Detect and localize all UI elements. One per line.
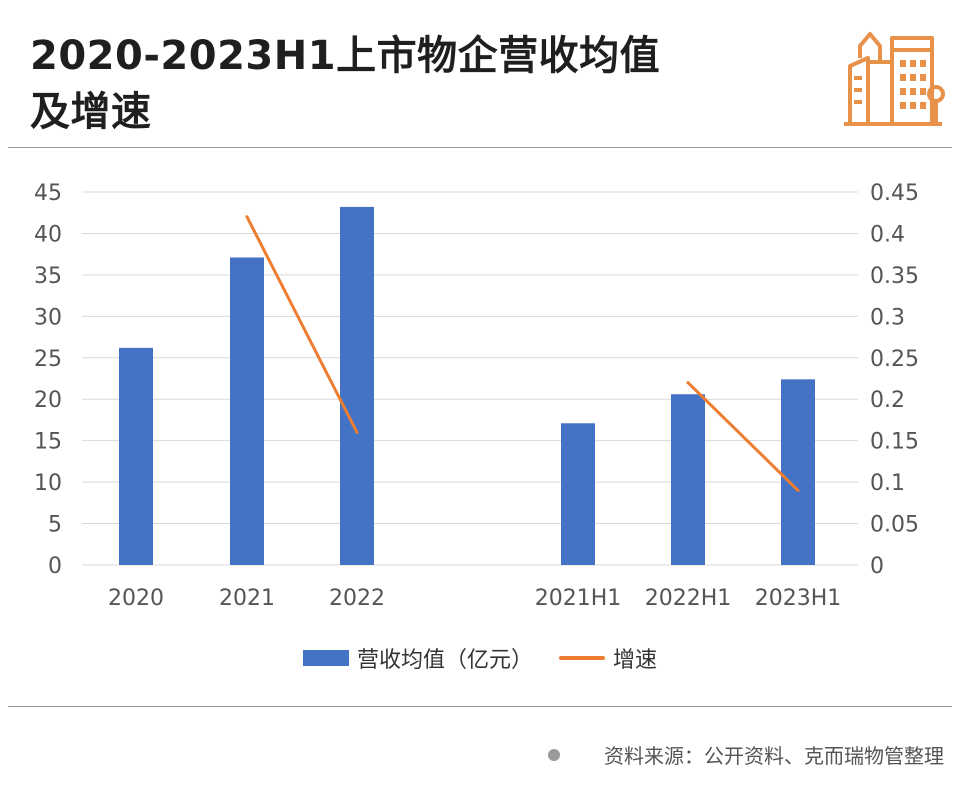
y-right-tick-label: 0.45 (870, 181, 919, 206)
y-right-tick-label: 0.35 (870, 264, 919, 289)
source-text: 资料来源：公开资料、克而瑞物管整理 (604, 744, 944, 768)
title-line-2: 及增速 (30, 89, 152, 135)
chart-plot: 0 5 10 15 20 25 30 35 40 45 0 0.05 0.1 0.15 0.2 0.25 0.3… (34, 181, 919, 611)
y-left-tick-label: 10 (34, 471, 62, 496)
growth-point (796, 488, 800, 492)
y-left-tick-label: 30 (34, 305, 62, 330)
y-right-tick-label: 0.3 (870, 305, 905, 330)
legend-bar-swatch (302, 650, 349, 666)
legend-item-bar: 营收均值（亿元） (302, 642, 533, 674)
bullet-icon (548, 748, 560, 761)
y-left-tick-label: 20 (34, 388, 62, 413)
bar (340, 206, 374, 566)
growth-line-segment (245, 215, 359, 434)
y-right-tick-label: 0.15 (870, 430, 919, 455)
y-right-tick-label: 0.1 (870, 471, 905, 496)
title-line-1: 2020-2023H1上市物企营收均值 (30, 33, 661, 79)
x-tick-label: 2020 (108, 586, 164, 611)
bar (561, 423, 595, 565)
bar (230, 257, 264, 565)
bar (119, 347, 153, 565)
legend-item-line: 增速 (559, 642, 657, 674)
y-left-tick-label: 35 (34, 264, 62, 289)
y-left-tick-label: 15 (34, 430, 62, 455)
x-tick-label: 2022 (329, 586, 385, 611)
y-left-tick-label: 5 (48, 513, 62, 538)
y-right-tick-label: 0.05 (870, 513, 919, 538)
legend-line-swatch (559, 656, 605, 660)
growth-line-segment (686, 381, 800, 492)
chart-title: 2020-2023H1上市物企营收均值 及增速 (30, 28, 660, 140)
y-right-tick-label: 0.25 (870, 347, 919, 372)
legend: 营收均值（亿元） 增速 (0, 642, 960, 674)
x-tick-label: 2021 (219, 586, 275, 611)
source-note: 资料来源：公开资料、克而瑞物管整理 (548, 740, 944, 769)
top-divider (8, 147, 952, 148)
legend-line-label: 增速 (613, 648, 658, 673)
growth-point (245, 215, 249, 219)
y-left-tick-label: 40 (34, 222, 62, 247)
y-right-tick-label: 0.2 (870, 388, 905, 413)
bar (781, 379, 815, 565)
x-tick-label: 2021H1 (535, 586, 622, 611)
y-right-tick-label: 0 (870, 554, 884, 579)
bottom-divider (8, 706, 952, 707)
y-left-tick-label: 25 (34, 347, 62, 372)
y-right-tick-label: 0.4 (870, 222, 905, 247)
x-tick-label: 2022H1 (645, 586, 732, 611)
y-left-tick-label: 45 (34, 181, 62, 206)
x-tick-label: 2023H1 (755, 586, 842, 611)
growth-point (355, 430, 359, 434)
legend-bar-label: 营收均值（亿元） (356, 648, 533, 673)
y-left-tick-label: 0 (48, 554, 62, 579)
growth-point (686, 381, 690, 385)
bar (671, 394, 705, 565)
buildings-icon (844, 32, 945, 126)
